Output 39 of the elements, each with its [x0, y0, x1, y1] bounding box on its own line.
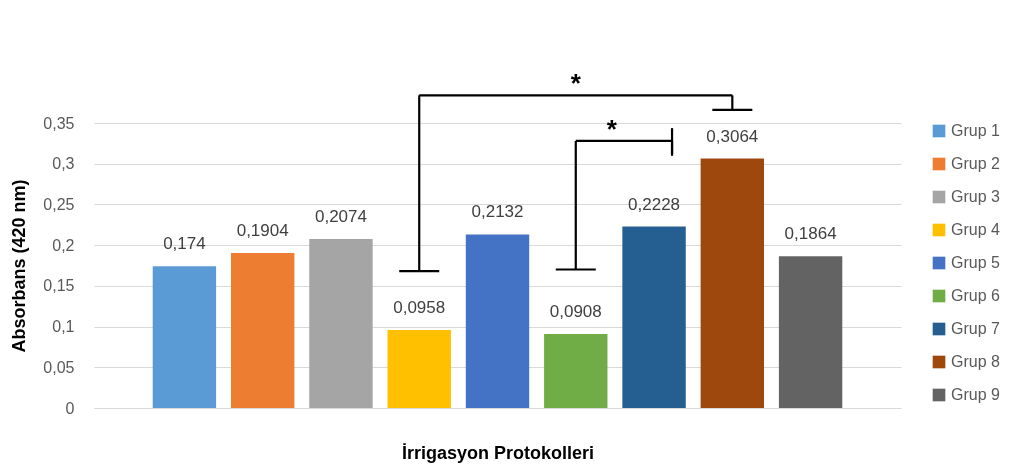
y-tick-label: 0,3 — [52, 155, 75, 173]
data-label: 0,2132 — [471, 202, 524, 222]
legend-label: Grup 3 — [951, 188, 1001, 205]
y-tick-label: 0 — [65, 399, 75, 417]
y-tick-label: 0,1 — [52, 318, 75, 336]
legend-label: Grup 6 — [951, 287, 1001, 304]
y-tick-label: 0,05 — [43, 358, 75, 376]
y-tick-label: 0,15 — [43, 277, 75, 295]
legend-label: Grup 1 — [951, 122, 1001, 139]
legend-label: Grup 8 — [951, 353, 1001, 370]
y-tick-label: 0,35 — [43, 114, 75, 132]
y-tick-label: 0,25 — [43, 195, 75, 213]
legend-label: Grup 7 — [951, 320, 1001, 337]
data-label: 0,2074 — [314, 207, 367, 227]
data-label: 0,3064 — [706, 126, 759, 146]
data-label: 0,2228 — [628, 194, 681, 214]
text: * — [570, 68, 582, 99]
bar — [387, 329, 451, 408]
y-axis-title: Absorbans (420 nm) — [9, 179, 30, 353]
bar — [152, 266, 217, 408]
bar — [230, 252, 295, 408]
bar — [778, 256, 843, 408]
legend-label: Grup 5 — [951, 254, 1001, 271]
data-label: 0,1904 — [236, 220, 289, 240]
legend-label: Grup 2 — [951, 155, 1001, 172]
data-label: 0,174 — [163, 234, 206, 254]
x-axis-title: İrrigasyon Protokolleri — [401, 442, 595, 463]
data-label: 0,0908 — [549, 302, 602, 322]
data-label: 0,0958 — [393, 297, 446, 317]
legend-label: Grup 4 — [951, 221, 1001, 238]
bar — [544, 334, 608, 408]
bar — [700, 158, 765, 408]
y-tick-label: 0,2 — [52, 236, 75, 254]
bar — [309, 239, 373, 408]
bar — [622, 226, 686, 408]
bar — [465, 234, 530, 408]
annotation: * — [606, 113, 618, 144]
legend-label: Grup 9 — [951, 386, 1001, 403]
data-label: 0,1864 — [784, 224, 837, 244]
